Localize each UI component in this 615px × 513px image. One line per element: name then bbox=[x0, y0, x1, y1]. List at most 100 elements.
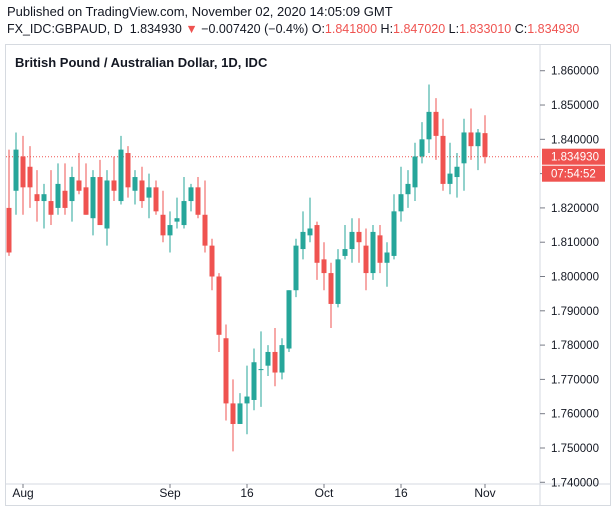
candle-body bbox=[125, 153, 131, 188]
y-tick-label: 1.780000 bbox=[551, 340, 599, 352]
x-tick-label: 16 bbox=[240, 486, 254, 500]
candle-body bbox=[293, 245, 299, 291]
candle-body bbox=[300, 231, 306, 250]
candle bbox=[265, 345, 271, 376]
candle bbox=[153, 180, 159, 215]
candle-body bbox=[335, 259, 341, 304]
candle bbox=[412, 142, 418, 202]
candle bbox=[454, 153, 460, 198]
candle bbox=[90, 170, 96, 236]
candle bbox=[447, 142, 453, 195]
candle-body bbox=[279, 345, 285, 373]
candle bbox=[83, 163, 89, 215]
candle bbox=[132, 170, 138, 205]
candle bbox=[426, 84, 432, 154]
y-tick-label: 1.840000 bbox=[551, 134, 599, 146]
candle bbox=[104, 170, 110, 246]
y-tick-label: 1.860000 bbox=[551, 66, 599, 78]
candle-body bbox=[90, 177, 96, 219]
candle-body bbox=[237, 403, 243, 424]
candle-body bbox=[265, 351, 271, 366]
last-price-tag: 1.834930 bbox=[542, 148, 605, 165]
candle bbox=[370, 225, 376, 280]
y-tick-label: 1.850000 bbox=[551, 100, 599, 112]
y-tick-label: 1.770000 bbox=[551, 374, 599, 386]
candle-body bbox=[314, 225, 320, 263]
candle-body bbox=[34, 194, 40, 202]
candle bbox=[328, 262, 334, 328]
candle bbox=[48, 170, 54, 226]
candle-body bbox=[223, 338, 229, 404]
low-value: 1.833010 bbox=[459, 22, 512, 36]
candle-body bbox=[104, 180, 110, 229]
candle-body bbox=[188, 187, 194, 202]
candle-body bbox=[447, 173, 453, 184]
candle bbox=[440, 118, 446, 191]
candle bbox=[55, 163, 61, 215]
open-label: O: bbox=[311, 22, 325, 36]
price-change: −0.007420 (−0.4%) bbox=[201, 22, 309, 36]
candle bbox=[342, 225, 348, 260]
candle bbox=[41, 183, 47, 229]
candle-body bbox=[69, 177, 75, 202]
candle bbox=[405, 170, 411, 208]
candle bbox=[188, 183, 194, 212]
candle bbox=[349, 218, 355, 263]
countdown-tag: 07:54:52 bbox=[542, 165, 605, 182]
candle-body bbox=[307, 228, 313, 236]
candle bbox=[391, 194, 397, 260]
y-tick-label: 1.810000 bbox=[551, 237, 599, 249]
last-price-tag-label: 1.834930 bbox=[551, 152, 599, 164]
candle bbox=[363, 228, 369, 291]
quote-line: FX_IDC:GBPAUD, D 1.834930 ▼ −0.007420 (−… bbox=[7, 22, 579, 36]
last-price: 1.834930 bbox=[129, 22, 182, 36]
y-tick-label: 1.740000 bbox=[551, 477, 599, 489]
candle bbox=[202, 180, 208, 253]
candle-body bbox=[111, 180, 117, 191]
y-tick-label: 1.800000 bbox=[551, 272, 599, 284]
last-price-tag-bg bbox=[542, 148, 605, 165]
candle bbox=[181, 177, 187, 229]
x-tick-label: Sep bbox=[159, 486, 181, 500]
candle bbox=[279, 338, 285, 380]
candle bbox=[174, 197, 180, 229]
candle bbox=[118, 135, 124, 205]
y-tick-label: 1.760000 bbox=[551, 409, 599, 421]
candle-body bbox=[202, 214, 208, 246]
candle-body bbox=[363, 245, 369, 274]
candle bbox=[314, 221, 320, 280]
candle-body bbox=[146, 187, 152, 198]
candle bbox=[356, 218, 362, 263]
candle bbox=[237, 393, 243, 424]
candle-body bbox=[118, 149, 124, 202]
candle bbox=[258, 331, 264, 407]
low-label: L: bbox=[448, 22, 460, 36]
candle bbox=[419, 122, 425, 164]
candle-body bbox=[328, 273, 334, 304]
candle-body bbox=[475, 132, 481, 147]
y-tick-label: 1.750000 bbox=[551, 443, 599, 455]
candle-body bbox=[83, 187, 89, 215]
candle-body bbox=[209, 245, 215, 277]
candle-body bbox=[216, 276, 222, 335]
down-arrow-icon: ▼ bbox=[185, 22, 198, 36]
candle-body bbox=[440, 135, 446, 184]
candle-body bbox=[356, 231, 362, 243]
candle-body bbox=[20, 156, 26, 188]
candle-body bbox=[48, 201, 54, 215]
chart-frame bbox=[5, 44, 611, 506]
candle-body bbox=[454, 166, 460, 178]
candle-body bbox=[153, 187, 159, 212]
chart-title: British Pound / Australian Dollar, 1D, I… bbox=[15, 55, 268, 70]
candle bbox=[13, 132, 19, 215]
high-label: H: bbox=[380, 22, 394, 36]
candle-body bbox=[342, 249, 348, 256]
candle-body bbox=[321, 259, 327, 274]
candle bbox=[69, 166, 75, 222]
candle-body bbox=[139, 180, 145, 202]
candle-body bbox=[391, 211, 397, 256]
candle bbox=[468, 108, 474, 160]
candle bbox=[244, 365, 250, 435]
candle-body bbox=[27, 166, 33, 188]
